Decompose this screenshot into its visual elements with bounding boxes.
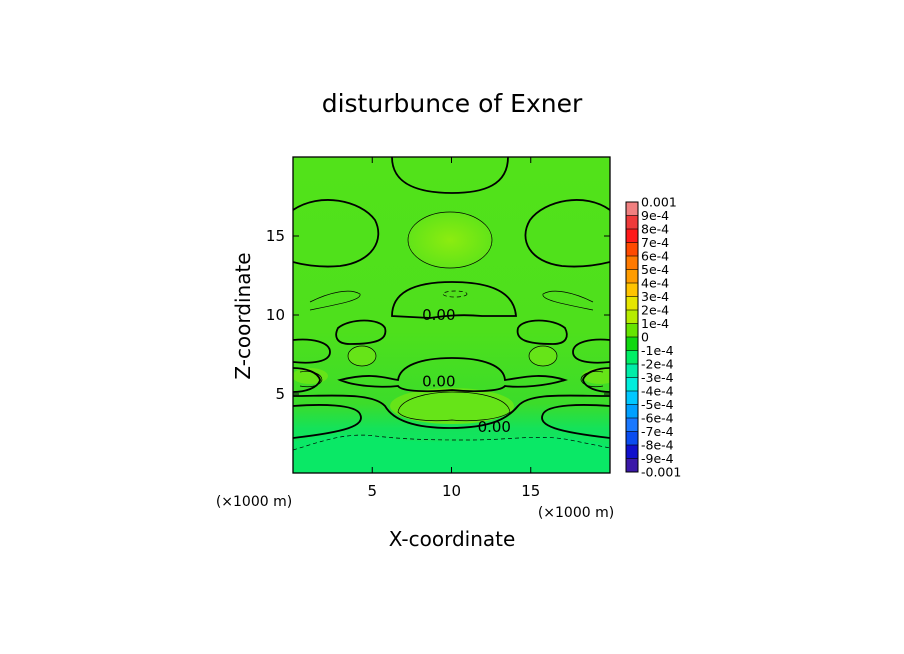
chart-title: disturbunce of Exner bbox=[322, 89, 583, 118]
x-axis-label: X-coordinate bbox=[389, 527, 516, 551]
colorbar-swatch bbox=[626, 310, 638, 324]
colorbar-swatch bbox=[626, 202, 638, 216]
colorbar-swatch bbox=[626, 323, 638, 337]
colorbar-level-label: -6e-4 bbox=[641, 411, 674, 426]
contour-labels: 0.00 0.00 0.00 bbox=[422, 306, 511, 436]
colorbar-swatch bbox=[626, 445, 638, 459]
contour-label: 0.00 bbox=[422, 306, 455, 324]
colorbar-swatch bbox=[626, 404, 638, 418]
x-tick-label: 10 bbox=[442, 482, 461, 500]
colorbar-level-label: 4e-4 bbox=[641, 276, 669, 291]
colorbar-swatch bbox=[626, 391, 638, 405]
colorbar-level-label: -0.001 bbox=[641, 465, 681, 480]
colorbar-swatch bbox=[626, 377, 638, 391]
colorbar-level-label: -4e-4 bbox=[641, 384, 674, 399]
colorbar-swatch bbox=[626, 431, 638, 445]
y-tick-label: 5 bbox=[275, 385, 285, 403]
y-axis-label: Z-coordinate bbox=[231, 252, 255, 379]
x-tick-label: 5 bbox=[367, 482, 377, 500]
colorbar-level-label: -2e-4 bbox=[641, 357, 674, 372]
colorbar-swatch bbox=[626, 458, 638, 472]
y-tick-label: 10 bbox=[266, 306, 285, 324]
colorbar-level-label: 0.001 bbox=[641, 195, 677, 210]
y-unit-label: (×1000 m) bbox=[216, 494, 292, 510]
axes: 5 10 15 5 10 15 bbox=[266, 157, 610, 500]
contour-label: 0.00 bbox=[422, 372, 455, 390]
colorbar-swatch bbox=[626, 364, 638, 378]
x-tick-label: 15 bbox=[521, 482, 540, 500]
colorbar-swatch bbox=[626, 256, 638, 270]
x-unit-label: (×1000 m) bbox=[538, 505, 614, 521]
contour-field bbox=[293, 157, 610, 473]
colorbar-swatch bbox=[626, 215, 638, 229]
colorbar-level-label: -7e-4 bbox=[641, 424, 674, 439]
colorbar-level-label: 5e-4 bbox=[641, 262, 669, 277]
colorbar: 0.0019e-48e-47e-46e-45e-44e-43e-42e-41e-… bbox=[625, 195, 681, 480]
colorbar-swatch bbox=[626, 269, 638, 283]
colorbar-swatch bbox=[626, 296, 638, 310]
colorbar-level-label: 3e-4 bbox=[641, 289, 669, 304]
colorbar-level-label: 6e-4 bbox=[641, 249, 669, 264]
colorbar-level-label: 2e-4 bbox=[641, 303, 669, 318]
colorbar-swatch bbox=[626, 283, 638, 297]
colorbar-level-label: 7e-4 bbox=[641, 235, 669, 250]
colorbar-swatch bbox=[626, 337, 638, 351]
colorbar-swatch bbox=[626, 242, 638, 256]
colorbar-swatch bbox=[626, 350, 638, 364]
colorbar-swatch bbox=[626, 418, 638, 432]
colorbar-level-label: -9e-4 bbox=[641, 451, 674, 466]
colorbar-level-label: 1e-4 bbox=[641, 316, 669, 331]
colorbar-level-label: -1e-4 bbox=[641, 343, 674, 358]
colorbar-level-label: -8e-4 bbox=[641, 438, 674, 453]
colorbar-level-label: 9e-4 bbox=[641, 208, 669, 223]
contour-label: 0.00 bbox=[478, 418, 511, 436]
colorbar-swatch bbox=[626, 229, 638, 243]
colorbar-level-label: -5e-4 bbox=[641, 397, 674, 412]
colorbar-level-label: -3e-4 bbox=[641, 370, 674, 385]
colorbar-level-label: 8e-4 bbox=[641, 222, 669, 237]
y-tick-label: 15 bbox=[266, 227, 285, 245]
colorbar-level-label: 0 bbox=[641, 330, 649, 345]
